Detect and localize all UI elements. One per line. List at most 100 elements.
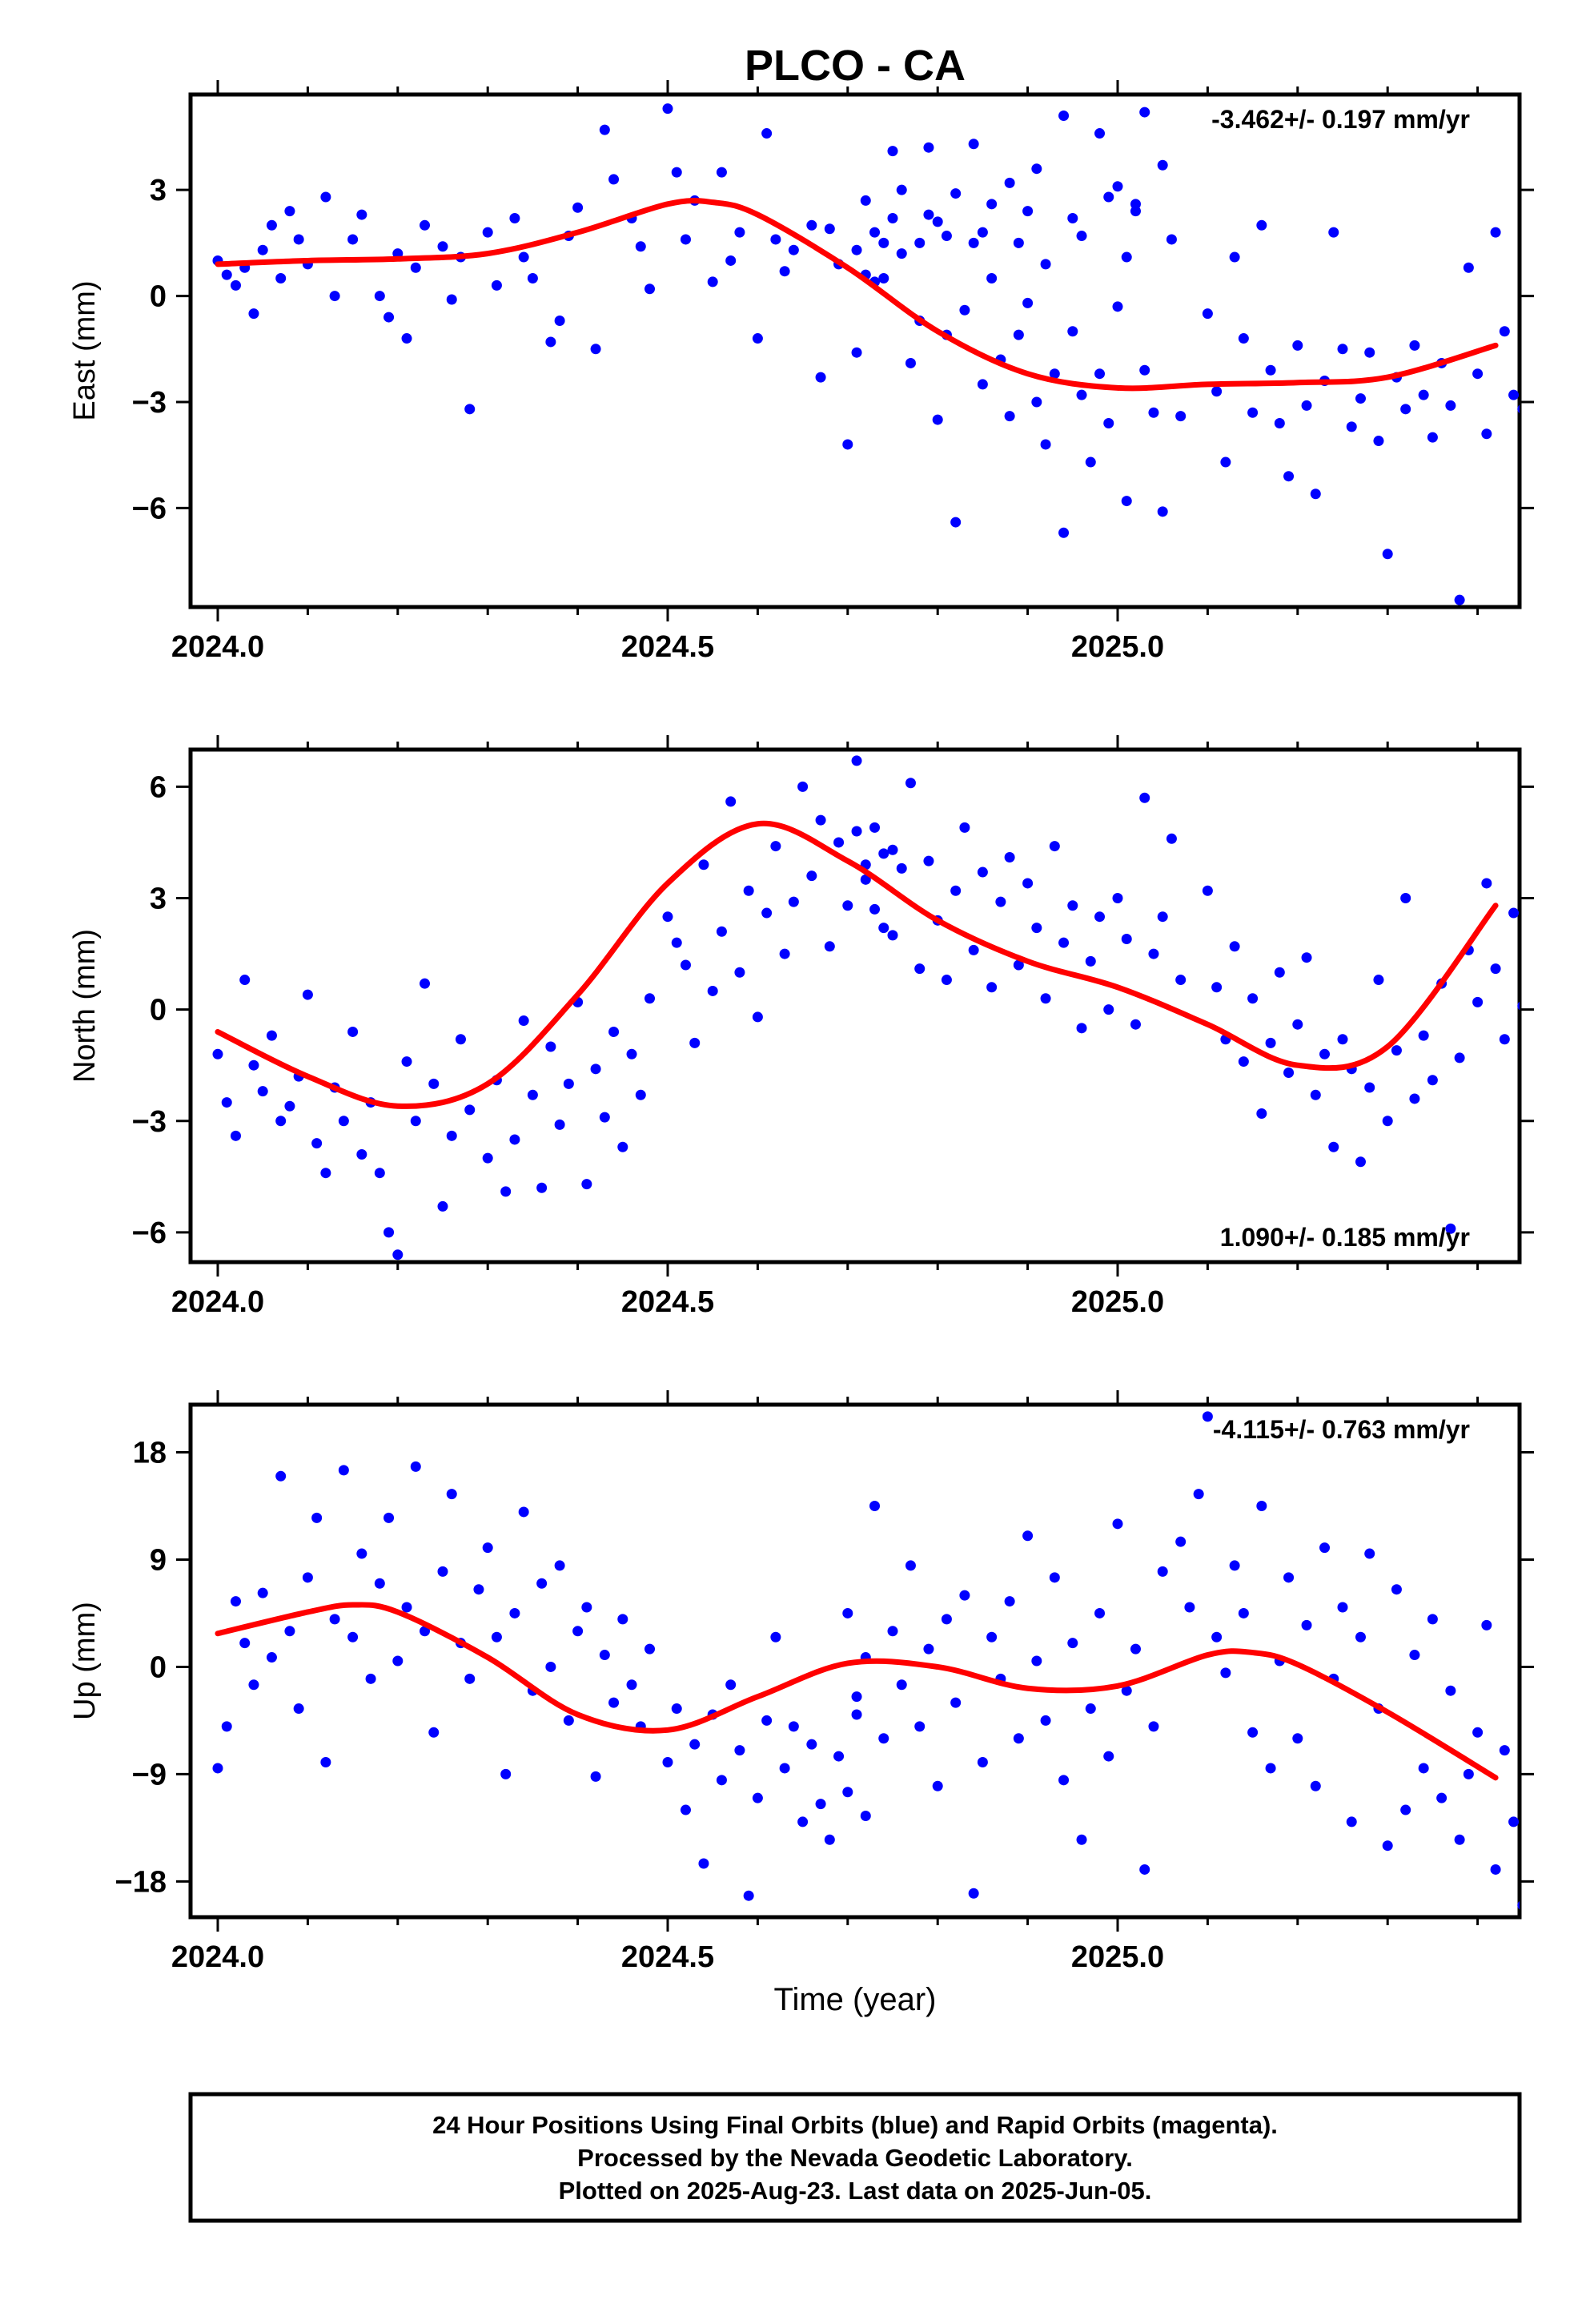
data-point <box>356 209 367 220</box>
data-point <box>266 1030 277 1041</box>
data-point <box>959 304 970 316</box>
data-point <box>374 291 385 302</box>
x-tick-label: 2024.0 <box>171 630 264 664</box>
data-point <box>1517 1900 1520 1910</box>
data-point <box>1247 1727 1259 1738</box>
data-point <box>1040 1715 1051 1726</box>
data-point <box>1499 1745 1510 1756</box>
y-tick-label: −6 <box>132 492 167 525</box>
data-point <box>1049 841 1060 852</box>
data-point <box>923 209 934 220</box>
data-point <box>320 191 331 203</box>
data-point <box>572 202 584 213</box>
data-point <box>320 1757 331 1768</box>
data-point <box>1418 389 1429 400</box>
data-point <box>1202 885 1213 896</box>
data-point <box>1139 364 1150 376</box>
data-point <box>1283 471 1295 482</box>
data-point <box>788 1721 799 1732</box>
data-point <box>1364 347 1375 358</box>
data-point <box>1094 128 1106 139</box>
data-point <box>482 1152 493 1164</box>
y-tick-label: 0 <box>150 280 167 314</box>
data-point <box>662 103 673 115</box>
data-point <box>257 244 268 255</box>
data-point <box>1121 934 1132 945</box>
data-point <box>221 1721 232 1732</box>
data-point <box>1031 923 1042 934</box>
data-point <box>851 244 862 255</box>
data-point <box>1472 1727 1484 1738</box>
data-point <box>1202 1411 1213 1422</box>
data-point <box>707 985 718 996</box>
points <box>212 1411 1537 1910</box>
data-point <box>1292 340 1303 351</box>
data-point <box>1058 110 1070 121</box>
footer-frame <box>188 2092 1522 2223</box>
data-point <box>1220 456 1231 468</box>
data-point <box>545 1661 556 1672</box>
y-tick-label: 6 <box>150 770 167 804</box>
data-point <box>1527 1715 1537 1726</box>
data-point <box>662 911 673 923</box>
data-point <box>1364 1082 1375 1093</box>
data-point <box>644 283 656 295</box>
data-point <box>302 989 313 1000</box>
data-point <box>1481 428 1492 440</box>
y-tick-label: 3 <box>150 883 167 916</box>
data-point <box>420 219 431 231</box>
data-point <box>986 982 998 993</box>
data-point <box>464 1673 476 1684</box>
footer-box: 24 Hour Positions Using Final Orbits (bl… <box>188 2092 1522 2223</box>
data-point <box>365 1673 376 1684</box>
data-point <box>590 1063 601 1075</box>
data-point <box>1409 1093 1420 1104</box>
data-point <box>1103 1751 1114 1762</box>
data-point <box>1049 1572 1060 1583</box>
y-tick-label: 3 <box>150 174 167 207</box>
data-point <box>347 1026 359 1037</box>
data-point <box>545 1041 556 1052</box>
data-point <box>1031 163 1042 175</box>
data-point <box>716 1775 727 1786</box>
data-point <box>851 826 862 837</box>
data-point <box>878 848 889 859</box>
data-point <box>572 1626 584 1637</box>
data-point <box>680 1804 691 1815</box>
data-point <box>545 336 556 348</box>
data-point <box>608 1697 620 1708</box>
data-point <box>977 1757 988 1768</box>
data-point <box>1103 417 1114 428</box>
data-point <box>851 755 862 766</box>
panel-3: 18 9 0 −9 −18 2024.0 2024.5 2025.0 Up (mm) -4.115… <box>68 1390 1537 1974</box>
data-point <box>212 1048 223 1059</box>
data-point <box>239 1638 251 1649</box>
data-point <box>320 1168 331 1179</box>
data-point <box>374 1578 385 1589</box>
data-point <box>1490 963 1501 975</box>
data-point <box>1022 878 1034 889</box>
data-point <box>1094 911 1106 923</box>
x-axis-label: Time (year) <box>774 1982 937 2017</box>
panel-2: 6 3 0 −3 −6 2024.0 2024.5 2025.0 North (mm) 1.090… <box>68 735 1534 1319</box>
data-point <box>842 1607 853 1618</box>
data-point <box>977 866 988 878</box>
data-point <box>797 781 809 792</box>
y-tick-label: −3 <box>132 386 167 420</box>
y-tick-label: −9 <box>132 1758 167 1791</box>
chart-title: PLCO - CA <box>745 42 966 90</box>
data-point <box>644 993 656 1004</box>
data-point <box>554 315 565 326</box>
data-point <box>1400 1804 1411 1815</box>
data-point <box>761 1715 773 1726</box>
data-point <box>275 273 287 284</box>
data-point <box>374 1168 385 1179</box>
data-point <box>1265 1763 1276 1774</box>
data-point <box>1418 1763 1429 1774</box>
data-point <box>851 1709 862 1720</box>
data-point <box>428 1727 440 1738</box>
data-point <box>284 206 295 217</box>
data-point <box>671 1703 682 1715</box>
data-point <box>1058 1775 1070 1786</box>
data-point <box>410 262 421 273</box>
